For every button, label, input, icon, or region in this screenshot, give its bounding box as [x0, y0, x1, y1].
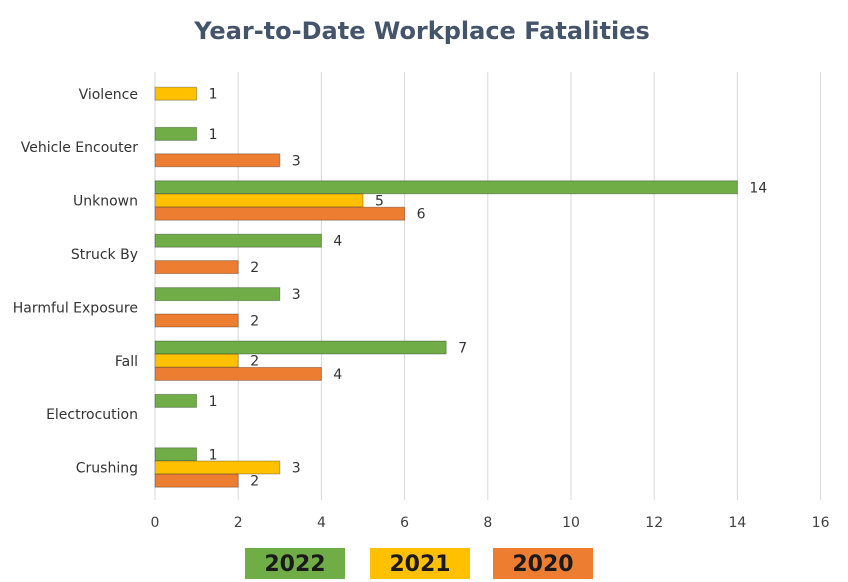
x-axis-tick-labels: 0 2 4 6 8 10 12 14 16 — [151, 515, 830, 531]
data-label-2021: 2 — [250, 354, 259, 370]
bar-2022 — [154, 180, 738, 195]
legend-label-2021: 2021 — [389, 552, 450, 577]
data-label-2022: 1 — [209, 447, 218, 463]
bar-2021 — [154, 353, 239, 368]
bar-2022 — [154, 233, 322, 248]
data-label-2022: 1 — [209, 394, 218, 410]
data-label-2021: 1 — [209, 87, 218, 103]
category-label: Harmful Exposure — [13, 300, 138, 316]
data-labels: 1 1 3 14 5 6 4 2 3 2 7 2 4 1 1 3 2 — [209, 87, 768, 490]
category-label: Violence — [79, 87, 138, 103]
category-label: Unknown — [73, 194, 138, 210]
bar-2021 — [154, 193, 364, 208]
data-label-2022: 7 — [458, 341, 467, 357]
bar-2022 — [154, 447, 198, 462]
x-tick-0: 0 — [151, 515, 160, 531]
bar-2020 — [154, 313, 239, 328]
bars — [154, 86, 738, 488]
bar-2020 — [154, 153, 281, 168]
x-tick-14: 14 — [728, 515, 746, 531]
x-tick-6: 6 — [400, 515, 409, 531]
data-label-2020: 4 — [333, 367, 342, 383]
x-tick-8: 8 — [483, 515, 492, 531]
category-label: Vehicle Encouter — [21, 140, 138, 156]
gridlines — [154, 72, 822, 500]
data-label-2020: 2 — [250, 260, 259, 276]
bar-2020 — [154, 473, 239, 488]
category-label: Struck By — [71, 247, 138, 263]
x-tick-12: 12 — [645, 515, 663, 531]
bar-2021 — [154, 460, 281, 475]
data-label-2022: 14 — [749, 180, 767, 196]
legend-swatch-2021 — [370, 548, 470, 579]
x-tick-2: 2 — [234, 515, 243, 531]
data-label-2021: 3 — [292, 461, 301, 477]
data-label-2020: 6 — [417, 207, 426, 223]
legend-label-2020: 2020 — [512, 552, 573, 577]
bar-2020 — [154, 366, 322, 381]
data-label-2020: 3 — [292, 153, 301, 169]
data-label-2022: 4 — [333, 234, 342, 250]
x-tick-4: 4 — [317, 515, 326, 531]
bar-2020 — [154, 206, 406, 221]
bar-2020 — [154, 260, 239, 275]
data-label-2021: 5 — [375, 194, 384, 210]
chart-title: Year-to-Date Workplace Fatalities — [193, 17, 650, 45]
category-labels: Violence Vehicle Encouter Unknown Struck By… — [13, 87, 138, 477]
legend-swatch-2022 — [245, 548, 345, 579]
data-label-2022: 1 — [209, 127, 218, 143]
category-label: Electrocution — [46, 407, 138, 423]
legend-label-2022: 2022 — [264, 552, 325, 577]
data-label-2020: 2 — [250, 474, 259, 490]
data-label-2022: 3 — [292, 287, 301, 303]
category-label: Crushing — [76, 461, 138, 477]
bar-2021 — [154, 86, 198, 101]
bar-2022 — [154, 126, 198, 141]
legend-swatch-2020 — [493, 548, 593, 579]
x-tick-10: 10 — [562, 515, 580, 531]
x-tick-16: 16 — [812, 515, 830, 531]
legend: 2022 2021 2020 — [245, 548, 593, 579]
bar-2022 — [154, 393, 198, 408]
bar-2022 — [154, 287, 281, 302]
category-label: Fall — [115, 354, 138, 370]
data-label-2020: 2 — [250, 314, 259, 330]
bar-2022 — [154, 340, 447, 355]
